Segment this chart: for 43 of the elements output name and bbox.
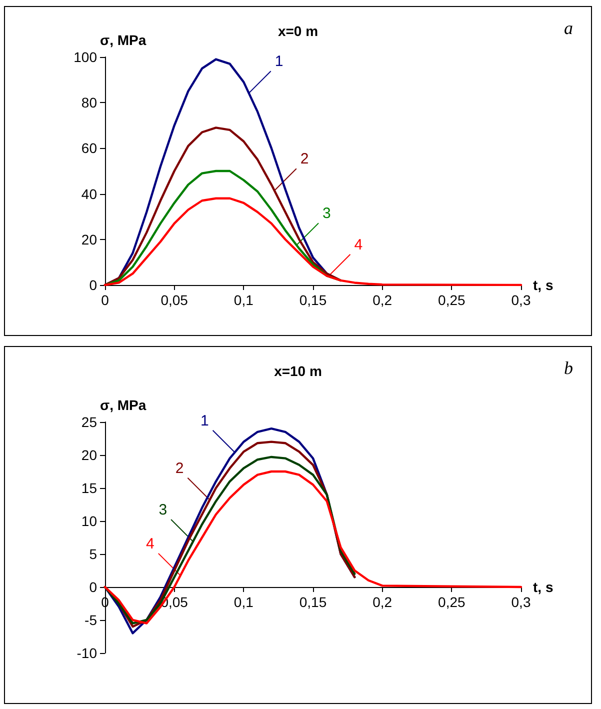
text: 4 bbox=[146, 535, 154, 552]
series-label: 4 bbox=[354, 236, 363, 254]
text: a bbox=[564, 18, 573, 38]
x-tick-label: 0,2 bbox=[372, 292, 392, 308]
y-tick-label: 0 bbox=[89, 579, 98, 595]
y-tick-label: 40 bbox=[81, 186, 98, 202]
y-tick-label: 100 bbox=[74, 49, 98, 65]
y-tick-label: 60 bbox=[81, 140, 98, 156]
text: 2 bbox=[175, 460, 184, 477]
text: b bbox=[564, 358, 573, 378]
x-tick-label: 0,2 bbox=[372, 594, 392, 610]
y-tick-label: -10 bbox=[76, 645, 98, 661]
x-tick-label: 0,05 bbox=[160, 292, 188, 308]
text: 3 bbox=[322, 205, 331, 222]
y-tick-label: 15 bbox=[81, 480, 98, 496]
x-tick-label: 0,1 bbox=[234, 292, 254, 308]
text: 1 bbox=[200, 412, 209, 430]
text: 2 bbox=[300, 150, 309, 168]
x-tick-label: 0,25 bbox=[438, 292, 466, 308]
x-tick-label: 0,1 bbox=[234, 594, 254, 610]
text: 3 bbox=[158, 501, 168, 518]
x-tick-label: 0,25 bbox=[438, 594, 466, 610]
x-tick-label: 0,15 bbox=[299, 292, 327, 308]
x-tick-label: 0,3 bbox=[511, 594, 531, 610]
text: 1 bbox=[274, 53, 284, 70]
line-series bbox=[104, 126, 342, 286]
y-tick-label: 0 bbox=[89, 277, 98, 293]
x-axis-title: t, s bbox=[533, 277, 554, 293]
x-axis-title: t, s bbox=[533, 579, 554, 595]
y-tick-label: 20 bbox=[81, 231, 98, 248]
y-tick-label: 80 bbox=[81, 94, 98, 111]
y-tick-label: 5 bbox=[89, 546, 98, 562]
chart-title: x=10 m bbox=[274, 363, 322, 379]
y-axis-title: σ, MPa bbox=[100, 397, 146, 413]
y-tick-label: 25 bbox=[81, 414, 98, 430]
x-tick-label: 0,15 bbox=[299, 594, 327, 610]
y-axis-title: σ, MPa bbox=[100, 32, 146, 48]
x-tick-label: 0 bbox=[101, 292, 110, 308]
y-tick-label: 20 bbox=[81, 447, 98, 463]
chart-title: x=0 m bbox=[278, 23, 318, 39]
x-tick-label: 0,3 bbox=[511, 292, 531, 308]
y-tick-label: -5 bbox=[84, 612, 98, 628]
y-tick-label: 10 bbox=[81, 513, 98, 529]
